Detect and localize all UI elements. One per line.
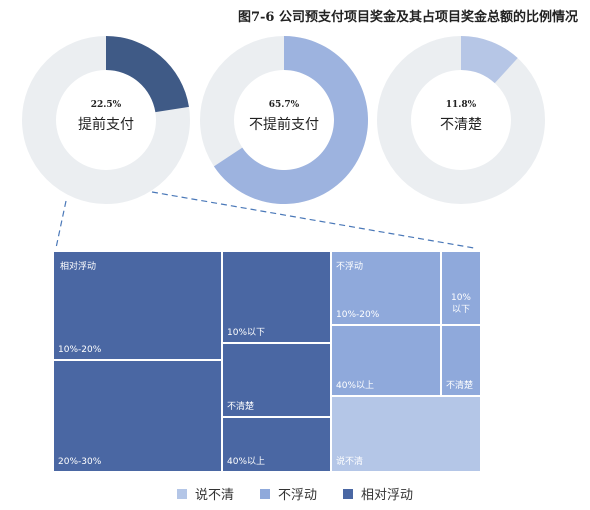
donut-charts: 22.5% 提前支付 65.7% 不提前支付 11.8% 不清楚 — [22, 36, 545, 205]
treemap-rect — [332, 397, 480, 471]
treemap-rect — [223, 252, 330, 342]
treemap-cell-label: 不清楚 — [446, 379, 473, 391]
treemap-cell-non-float: 不清楚 — [442, 326, 480, 395]
treemap-rect — [54, 252, 221, 359]
treemap-cell-label: 10%以下 — [227, 328, 265, 338]
treemap-group-label: 相对浮动 — [60, 260, 96, 272]
donut-percent-label: 22.5% — [91, 100, 122, 110]
treemap-cell-label: 10%-20% — [336, 310, 380, 320]
treemap-cell-relative-float: 10%-20% — [54, 252, 221, 359]
treemap-cell-label: 10% — [451, 293, 471, 303]
donut-category-label: 提前支付 — [78, 116, 134, 133]
treemap-chart: 10%-20%20%-30%10%以下不清楚40%以上10%-20%10%以下4… — [54, 252, 480, 471]
legend-label: 不浮动 — [277, 488, 317, 503]
chart-title: 图7-6 公司预支付项目奖金及其占项目奖金总额的比例情况 — [237, 10, 578, 25]
donut-slice — [106, 36, 189, 113]
treemap-cell-non-float: 10%-20% — [332, 252, 440, 324]
legend-swatch-relative — [343, 488, 353, 499]
legend-swatch-nonfloat — [259, 488, 270, 499]
donut-category-label: 不提前支付 — [249, 116, 319, 133]
legend-label: 相对浮动 — [361, 488, 414, 503]
treemap-rect — [442, 326, 480, 395]
legend: 说不清 不浮动 相对浮动 — [0, 484, 590, 503]
treemap-cell-label: 40%以上 — [336, 380, 374, 391]
connector-right — [151, 191, 475, 249]
donut-1: 22.5% 提前支付 — [22, 36, 190, 204]
donut-percent-label: 11.8% — [446, 100, 477, 110]
treemap-cell-relative-float: 不清楚 — [223, 344, 330, 416]
donut-category-label: 不清楚 — [440, 117, 482, 133]
treemap-cell-label: 10%-20% — [58, 345, 102, 355]
legend-label: 说不清 — [194, 488, 234, 503]
treemap-cell-label: 40%以上 — [227, 456, 265, 467]
treemap-rect — [223, 418, 330, 471]
donut-2: 65.7% 不提前支付 — [200, 36, 369, 205]
treemap-cell-label: 20%-30% — [58, 457, 102, 467]
donut-3: 11.8% 不清楚 — [377, 36, 545, 204]
treemap-cell-label: 以下 — [452, 305, 470, 315]
treemap-rect — [54, 361, 221, 471]
treemap-cell-non-float: 10% 以下 — [442, 252, 480, 324]
treemap-cell-unclear: 说不清 — [332, 397, 480, 471]
legend-item-unclear: 说不清 — [176, 484, 234, 503]
treemap-group-label: 不浮动 — [336, 260, 363, 272]
connector-left — [55, 200, 67, 249]
donut-slice — [213, 36, 369, 205]
treemap-cell-label: 说不清 — [336, 455, 363, 467]
treemap-cell-non-float: 40%以上 — [332, 326, 440, 395]
treemap-cell-relative-float: 20%-30% — [54, 361, 221, 471]
treemap-rect — [332, 252, 440, 324]
donut-percent-label: 65.7% — [269, 100, 300, 110]
treemap-rect — [223, 344, 330, 416]
legend-swatch-unclear — [176, 488, 187, 499]
connector-lines — [55, 191, 475, 249]
treemap-rect — [332, 326, 440, 395]
treemap-cell-label: 不清楚 — [227, 400, 254, 412]
legend-item-relative: 相对浮动 — [343, 484, 413, 503]
treemap-rect — [442, 252, 480, 324]
treemap-cell-relative-float: 40%以上 — [223, 418, 330, 471]
legend-item-nonfloat: 不浮动 — [259, 484, 317, 503]
donut-slice — [461, 36, 518, 84]
treemap-cell-relative-float: 10%以下 — [223, 252, 330, 342]
